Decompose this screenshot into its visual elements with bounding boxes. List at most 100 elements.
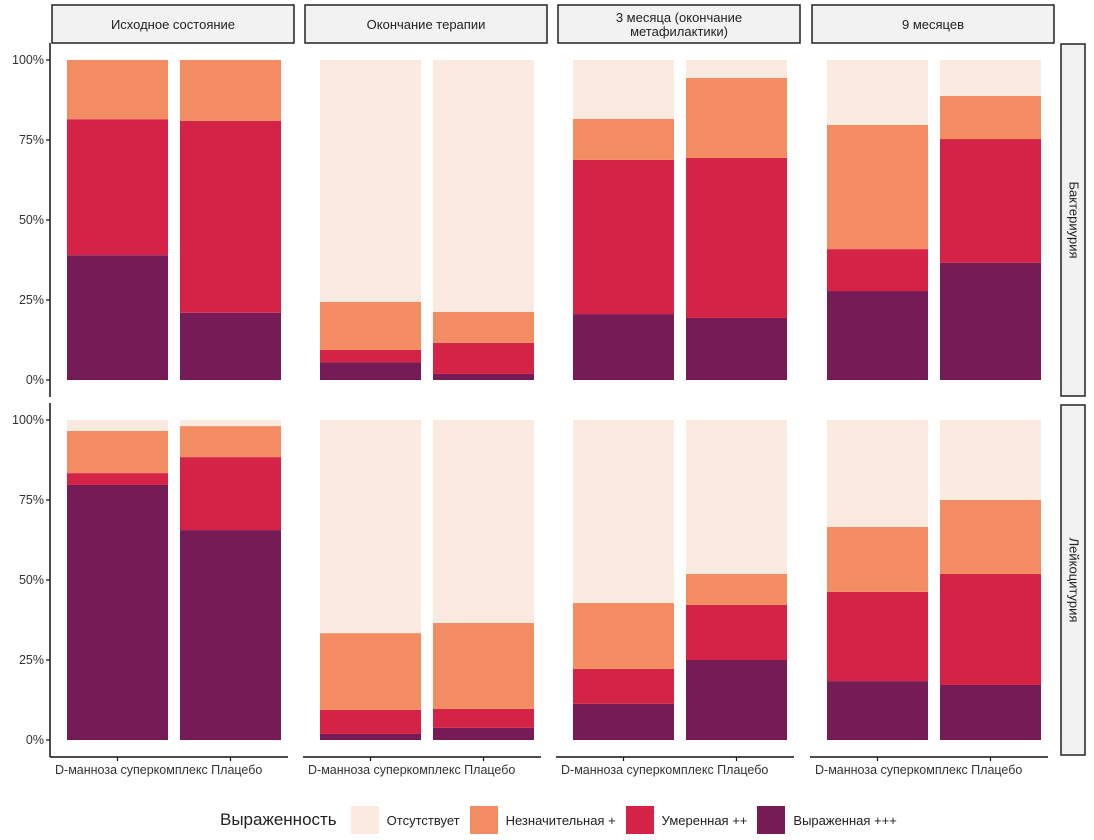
bar-segment-severe bbox=[573, 703, 674, 740]
bar-segment-minor bbox=[67, 430, 168, 474]
bar-segment-moderate bbox=[67, 119, 168, 256]
y-tick-label: 0% bbox=[26, 373, 44, 387]
facet-column-label: метафилактики) bbox=[630, 24, 728, 39]
panel bbox=[320, 420, 534, 740]
bar-segment-minor bbox=[320, 301, 421, 350]
stacked-bar bbox=[573, 60, 674, 380]
bar-segment-minor bbox=[67, 60, 168, 120]
bar-segment-moderate bbox=[433, 342, 534, 374]
bar-segment-moderate bbox=[940, 139, 1041, 263]
legend-item-minor: Незначительная + bbox=[469, 806, 616, 834]
bar-segment-absent bbox=[940, 420, 1041, 500]
facet-column-strip: Исходное состояние bbox=[51, 4, 295, 44]
bar-segment-minor bbox=[827, 124, 928, 250]
strip-box bbox=[51, 4, 295, 44]
bar-segment-severe bbox=[180, 530, 281, 740]
y-tick-label: 100% bbox=[12, 413, 44, 427]
bar-segment-absent bbox=[827, 60, 928, 125]
legend-swatch-minor bbox=[469, 806, 498, 834]
bar-segment-severe bbox=[686, 317, 787, 380]
bar-segment-minor bbox=[940, 500, 1041, 574]
bar-segment-minor bbox=[940, 95, 1041, 140]
bar-segment-severe bbox=[67, 255, 168, 380]
bar-segment-moderate bbox=[940, 573, 1041, 685]
legend-item-moderate: Умеренная ++ bbox=[625, 806, 748, 834]
bar-segment-moderate bbox=[320, 349, 421, 363]
legend-swatch-absent bbox=[350, 806, 379, 834]
panel bbox=[573, 60, 787, 380]
facet-row-strip: Бактериурия bbox=[1060, 43, 1086, 397]
stacked-bar bbox=[940, 60, 1041, 380]
bar-segment-absent bbox=[320, 60, 421, 302]
stacked-bar bbox=[686, 420, 787, 740]
bar-segment-severe bbox=[180, 312, 281, 380]
strip-box bbox=[1060, 43, 1086, 397]
bar-segment-severe bbox=[940, 262, 1041, 380]
panel bbox=[67, 420, 281, 740]
bar-segment-moderate bbox=[827, 249, 928, 292]
legend-swatch-severe bbox=[757, 806, 786, 834]
stacked-bar bbox=[180, 60, 281, 380]
bar-segment-minor bbox=[573, 603, 674, 669]
strip-box bbox=[304, 4, 548, 44]
bar-segment-absent bbox=[433, 420, 534, 623]
stacked-bar bbox=[433, 420, 534, 740]
stacked-bar bbox=[180, 420, 281, 740]
bar-segment-severe bbox=[433, 727, 534, 740]
y-tick-label: 0% bbox=[26, 733, 44, 747]
y-tick-label: 50% bbox=[19, 213, 44, 227]
legend-label-moderate: Умеренная ++ bbox=[661, 812, 748, 828]
legend-swatch-moderate bbox=[625, 806, 654, 834]
bar-segment-absent bbox=[573, 60, 674, 119]
bar-segment-absent bbox=[320, 420, 421, 634]
stacked-bar bbox=[827, 60, 928, 380]
bar-segment-minor bbox=[320, 633, 421, 710]
bar-segment-minor bbox=[180, 60, 281, 121]
bar-segment-severe bbox=[686, 660, 787, 740]
facet-column-label: Окончание терапии bbox=[367, 17, 486, 32]
x-tick-label: D-манноза суперкомплекс Плацебо bbox=[308, 763, 515, 777]
bar-segment-moderate bbox=[686, 157, 787, 318]
bar-segment-moderate bbox=[67, 473, 168, 485]
bar-segment-severe bbox=[827, 291, 928, 380]
strip-box bbox=[557, 4, 801, 44]
stacked-bar bbox=[827, 420, 928, 740]
bar-segment-severe bbox=[67, 484, 168, 740]
strip-box bbox=[1060, 404, 1086, 756]
bar-segment-absent bbox=[827, 420, 928, 527]
stacked-bar bbox=[686, 60, 787, 380]
bar-segment-absent bbox=[686, 420, 787, 574]
stacked-bar bbox=[433, 60, 534, 380]
stacked-bar bbox=[320, 60, 421, 380]
bar-segment-minor bbox=[573, 118, 674, 160]
legend-title: Выраженность bbox=[220, 810, 337, 829]
legend: Выраженность Отсутствует Незначительная … bbox=[220, 800, 907, 840]
bar-segment-minor bbox=[433, 622, 534, 709]
stacked-bar bbox=[67, 420, 168, 740]
stacked-bar bbox=[67, 60, 168, 380]
facet-column-label: 9 месяцев bbox=[902, 17, 964, 32]
strip-box bbox=[811, 4, 1055, 44]
bar-segment-severe bbox=[320, 362, 421, 380]
panel bbox=[320, 60, 534, 380]
facet-row-label: Бактериурия bbox=[1067, 181, 1082, 258]
bar-segment-absent bbox=[940, 60, 1041, 96]
bar-segment-minor bbox=[827, 526, 928, 592]
facet-column-label: 3 месяца (окончание bbox=[616, 10, 742, 25]
bar-segment-severe bbox=[433, 373, 534, 380]
facet-row-label: Лейкоцитурия bbox=[1067, 538, 1082, 623]
y-tick-label: 25% bbox=[19, 293, 44, 307]
facet-row-strip: Лейкоцитурия bbox=[1060, 404, 1086, 756]
facet-column-strip: 9 месяцев bbox=[811, 4, 1055, 44]
bar-segment-moderate bbox=[573, 668, 674, 704]
legend-label-absent: Отсутствует bbox=[386, 812, 460, 828]
bar-segment-moderate bbox=[180, 120, 281, 313]
panel bbox=[827, 420, 1041, 740]
bar-segment-minor bbox=[686, 573, 787, 605]
facet-column-strip: Окончание терапии bbox=[304, 4, 548, 44]
bar-segment-severe bbox=[827, 681, 928, 740]
bar-segment-absent bbox=[67, 420, 168, 431]
bar-segment-absent bbox=[180, 420, 281, 427]
bar-segment-minor bbox=[686, 77, 787, 158]
